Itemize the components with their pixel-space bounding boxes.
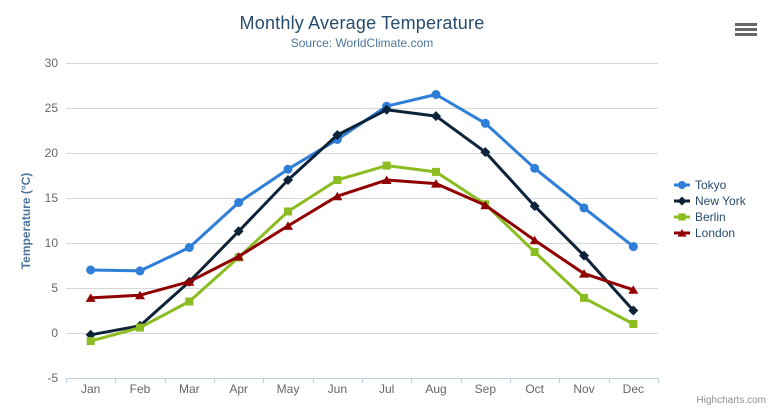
series-marker [677, 228, 687, 237]
series-marker [677, 180, 687, 190]
x-axis-label: Jun [327, 382, 347, 396]
series-marker [530, 163, 540, 173]
series-marker [135, 266, 145, 276]
series-marker [678, 213, 686, 221]
series-marker [86, 265, 96, 275]
x-axis-label: Jan [80, 382, 101, 396]
legend: Tokyo New York Berlin London [674, 177, 746, 241]
series-line-berlin[interactable] [89, 164, 635, 343]
x-axis-label: May [276, 382, 300, 396]
series-marker [284, 207, 292, 216]
y-axis-label: 25 [44, 101, 58, 115]
x-axis-label: Feb [129, 382, 151, 396]
series-marker [283, 175, 293, 185]
series-marker [135, 290, 145, 300]
series-marker [431, 179, 441, 188]
series-marker [529, 201, 540, 212]
series-marker [233, 252, 244, 261]
legend-label: Tokyo [695, 178, 727, 192]
series-marker [136, 323, 144, 332]
legend-marker-square-icon [674, 213, 690, 221]
y-axis-label: 0 [51, 326, 58, 340]
y-axis-label: 30 [44, 56, 58, 70]
series-line-new-york[interactable] [89, 108, 635, 337]
legend-item-london[interactable]: London [674, 225, 746, 241]
series-marker [579, 269, 589, 278]
series-marker [333, 176, 342, 184]
series-marker [382, 161, 391, 170]
series-marker [431, 90, 441, 99]
y-axis-label: 15 [44, 191, 58, 205]
series-marker [332, 191, 343, 201]
series-marker [628, 305, 639, 316]
export-menu-button[interactable] [731, 18, 761, 42]
series-marker [628, 242, 638, 252]
x-axis-label: Mar [178, 382, 200, 396]
y-axis-label: -5 [47, 371, 58, 385]
series-marker [580, 293, 588, 302]
series-marker [233, 226, 244, 237]
series-marker [579, 250, 589, 261]
series-marker [381, 175, 392, 184]
series-marker [530, 248, 539, 256]
legend-label: London [695, 226, 736, 240]
series-marker [86, 337, 95, 346]
series-marker [381, 104, 392, 115]
x-axis-label: Sep [474, 382, 496, 396]
series-marker [234, 198, 244, 207]
x-axis-label: Apr [229, 382, 248, 396]
x-axis-label: Aug [425, 382, 447, 396]
chart-title: Monthly Average Temperature [239, 13, 485, 33]
chart-subtitle: Source: WorldClimate.com [290, 36, 434, 50]
legend-item-berlin[interactable]: Berlin [674, 209, 746, 225]
series-marker [480, 147, 491, 158]
x-axis-label: Dec [622, 382, 644, 396]
series-marker [480, 118, 490, 128]
series-marker [677, 196, 687, 206]
legend-label: Berlin [695, 210, 726, 224]
series-marker [184, 243, 194, 252]
legend-item-new-york[interactable]: New York [674, 193, 746, 209]
series-marker [529, 235, 540, 245]
legend-marker-circle-icon [674, 180, 690, 190]
y-axis-label: 5 [51, 281, 58, 295]
series-marker [184, 277, 195, 286]
series-marker [431, 111, 441, 122]
series-marker [332, 130, 343, 140]
series-marker [283, 164, 293, 174]
series-marker [185, 297, 194, 306]
series-marker [85, 293, 96, 302]
y-axis-label: 20 [44, 146, 58, 160]
hamburger-icon [735, 22, 757, 36]
series-marker [628, 285, 639, 294]
legend-label: New York [695, 194, 746, 208]
legend-marker-diamond-icon [674, 196, 690, 206]
x-axis-label: Oct [525, 382, 544, 396]
y-axis-label: 10 [44, 236, 58, 250]
x-axis-label: Nov [573, 382, 595, 396]
series-line-london[interactable] [89, 178, 635, 300]
series-marker [629, 320, 638, 328]
x-axis-label: Jul [378, 382, 395, 396]
series-marker [480, 200, 491, 210]
series-marker [579, 203, 589, 213]
credits-link[interactable]: Highcharts.com [696, 395, 766, 406]
legend-marker-triangle-icon [674, 228, 690, 237]
series-marker [283, 221, 293, 230]
legend-item-tokyo[interactable]: Tokyo [674, 177, 746, 193]
series-marker [432, 167, 440, 176]
